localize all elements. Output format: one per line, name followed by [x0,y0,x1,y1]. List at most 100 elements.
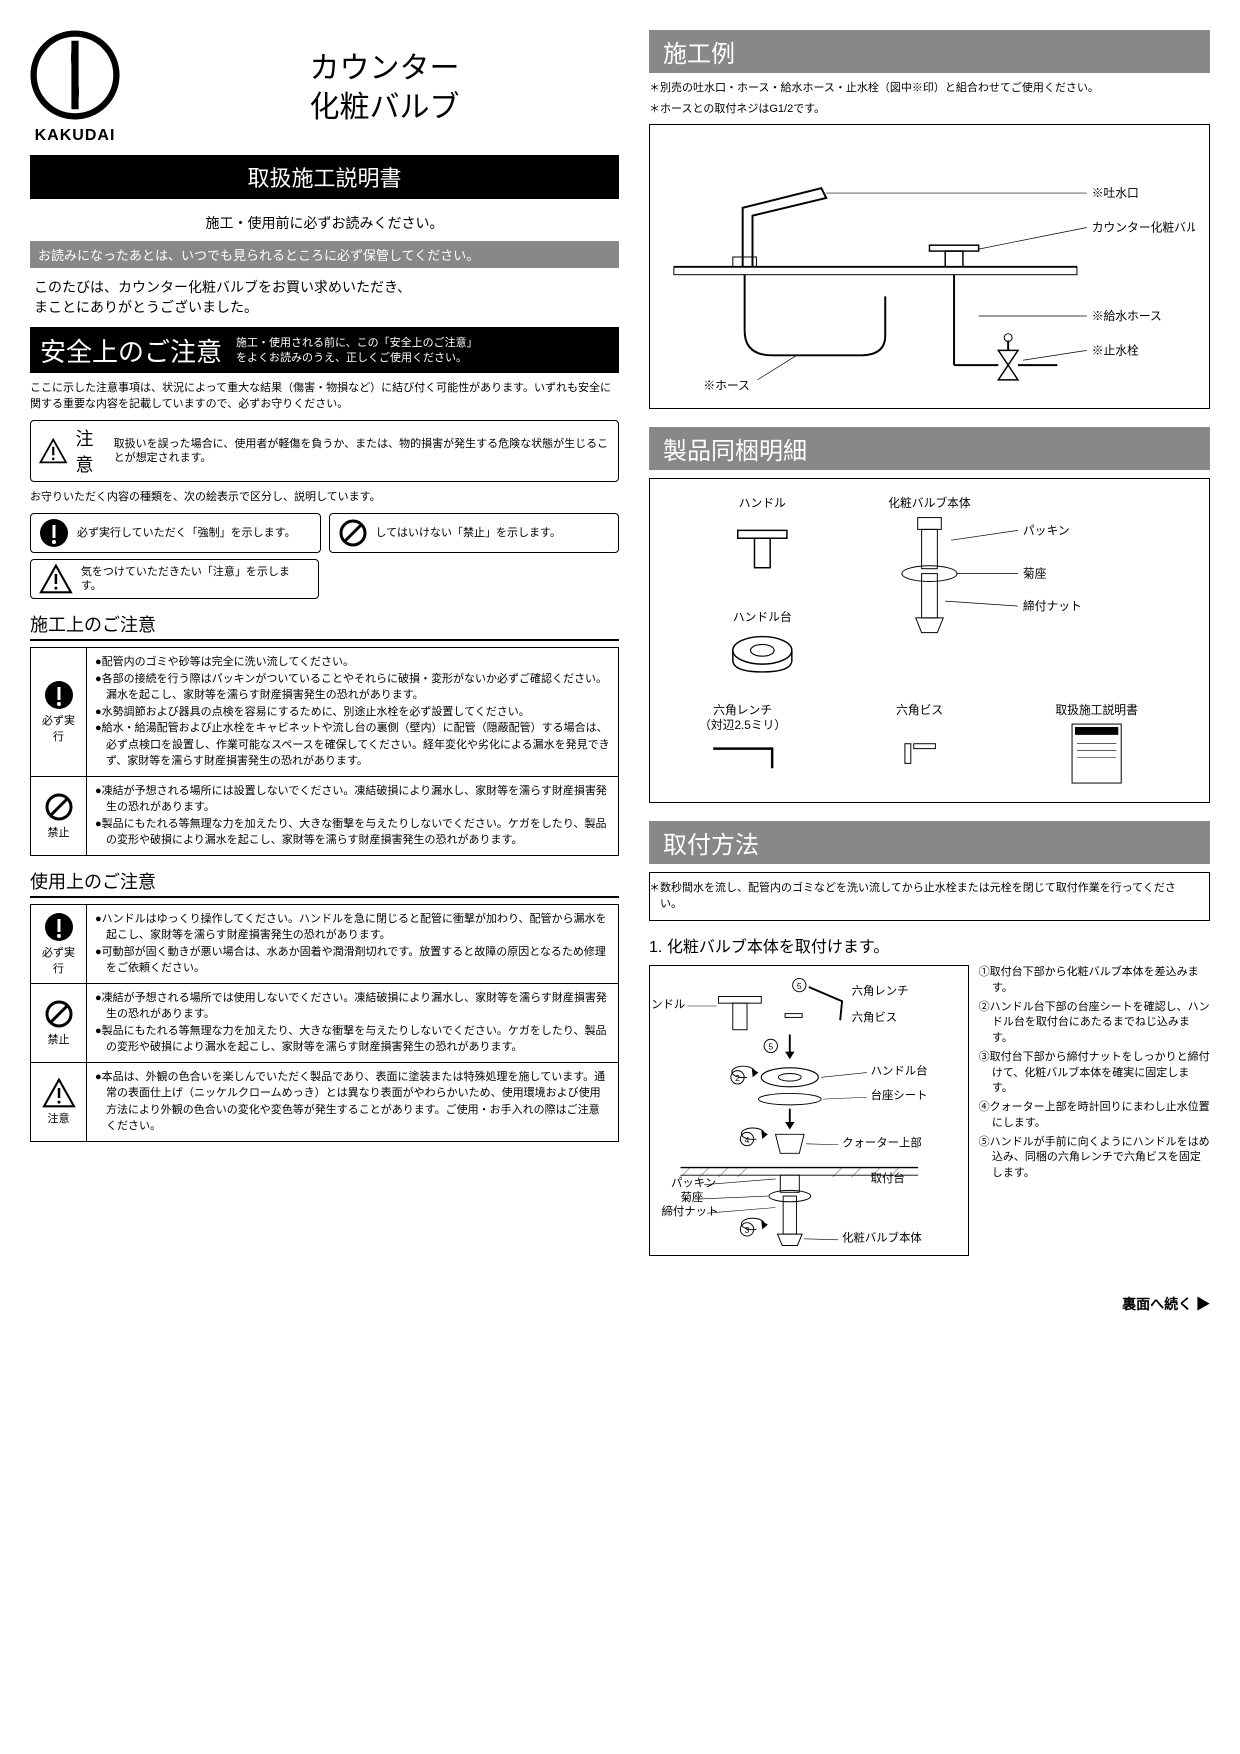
construction-notice-heading: 施工上のご注意 [30,611,619,641]
list-item: 可動部が固く動きが悪い場合は、水あか固着や潤滑剤切れです。放置すると故障の原因と… [95,944,610,977]
pre-read-note: 施工・使用前に必ずお読みください。 [30,213,619,233]
attention-cell: 注意 [31,1062,87,1141]
step1-title: 1. 化粧バルブ本体を取付けます。 [649,933,1210,957]
thanks-message: このたびは、カウンター化粧バルブをお買い求めいただき、 まことにありがとうござい… [30,268,619,328]
svg-text:3: 3 [745,1225,750,1235]
must-do-text: 必ず実行していただく「強制」を示します。 [77,526,296,540]
example-note1: ＊別売の吐水口・ホース・給水ホース・止水栓（図中※印）と組合わせてご使用ください… [649,81,1210,96]
must-do-cell-label: 必ず実行 [39,944,78,976]
installation-example-diagram: ※吐水口 カウンター化粧バルブ ※給水ホース ※止水栓 ※ホース [649,124,1210,410]
prohibit-cell: 禁止 [31,776,87,855]
list-item: 本品は、外観の色合いを楽しんでいただく製品であり、表面に塗装または特殊処理を施し… [95,1069,610,1135]
must-do-cell: 必ず実行 [31,904,87,983]
must-do-cell: 必ず実行 [31,648,87,777]
caution-definition-box: 注意 取扱いを誤った場合に、使用者が軽傷を負うか、または、物的損害が発生する危険… [30,420,619,482]
header: KAKUDAI カウンター 化粧バルブ [30,30,619,145]
list-item: 各部の接続を行う際はパッキンがついていることやそれらに破損・変形がないか必ずご確… [95,671,610,704]
attention-triangle-icon [39,564,73,594]
prohibit-cell-label: 禁止 [48,1031,70,1047]
hex-wrench-label: 六角レンチ [713,705,772,718]
example-note2: ＊ホースとの取付ネジはG1/2です。 [649,102,1210,117]
storage-notice: お読みになったあとは、いつでも見られるところに必ず保管してください。 [30,241,619,268]
continue-back-note: 裏面へ続く [0,1286,1240,1334]
product-title: カウンター 化粧バルブ [150,49,619,127]
must-do-icon [39,518,69,548]
step-item: ③取付台下部から締付ナットをしっかりと締付けて、化粧バルブ本体を確実に固定します… [979,1050,1210,1096]
attention-legend: 気をつけていただきたい「注意」を示します。 [30,559,319,599]
prohibit-text: してはいけない「禁止」を示します。 [376,526,561,540]
safety-note-l2: をよくお読みのうえ、正しくご使用ください。 [236,351,478,365]
list-item: 凍結が予想される場所では使用しないでください。凍結破損により漏水し、家財等を濡ら… [95,990,610,1023]
must-do-icon [44,680,74,710]
safety-note-l1: 施工・使用される前に、この「安全上のご注意」 [236,336,478,350]
step-item: ②ハンドル台下部の台座シートを確認し、ハンドル台を取付台にあたるまでねじ込みます… [979,1000,1210,1046]
parts-section-title: 製品同梱明細 [649,427,1210,470]
kakudai-logo-icon [30,30,120,120]
washer-label: 菊座 [1023,567,1047,581]
list-item: 水勢調節および器具の点検を容易にするために、別途止水栓を必ず設置してください。 [95,704,610,721]
fig-washer: 菊座 [681,1190,704,1204]
example-svg: ※吐水口 カウンター化粧バルブ ※給水ホース ※止水栓 ※ホース [664,139,1195,395]
svg-text:5: 5 [768,1042,773,1052]
usage-prohibit-list: 凍結が予想される場所では使用しないでください。凍結破損により漏水し、家財等を濡ら… [95,990,610,1056]
safety-intro-text: ここに示した注意事項は、状況によって重大な結果（傷害・物損など）に結び付く可能性… [30,381,619,412]
parts-svg: ハンドル 化粧バルブ本体 パッキン 菊座 締付ナット ハンドル台 [664,493,1195,788]
handle-label: ハンドル [739,497,786,510]
must-do-icon [44,912,74,942]
step1-instructions: ①取付台下部から化粧バルブ本体を差込みます。 ②ハンドル台下部の台座シートを確認… [979,965,1210,1256]
brand-name: KAKUDAI [30,127,120,145]
hex-wrench-size: （対辺2.5ミリ） [699,718,786,732]
thanks-line2: まことにありがとうございました。 [34,298,615,318]
valve-body-label: 化粧バルブ本体 [888,496,971,510]
handle-base-label: ハンドル台 [733,610,792,624]
attention-text: 気をつけていただきたい「注意」を示します。 [81,565,310,594]
stop-valve-label: ※止水栓 [1092,343,1139,357]
safety-title-note: 施工・使用される前に、この「安全上のご注意」 をよくお読みのうえ、正しくご使用く… [236,336,478,365]
list-item: 製品にもたれる等無理な力を加えたり、大きな衝撃を与えたりしないでください。ケガを… [95,816,610,849]
attention-cell-label: 注意 [48,1110,70,1126]
parts-diagram: ハンドル 化粧バルブ本体 パッキン 菊座 締付ナット ハンドル台 [649,478,1210,803]
prohibit-cell-label: 禁止 [48,824,70,840]
step1-figure: ハンドル 六角レンチ 六角ビス 5 5 ハンドル台 [649,965,969,1256]
fig-hex-wrench: 六角レンチ [852,985,909,998]
must-do-legend: 必ず実行していただく「強制」を示します。 [30,513,321,553]
hex-screw-label: 六角ビス [896,705,943,718]
thanks-line1: このたびは、カウンター化粧バルブをお買い求めいただき、 [34,278,615,298]
install-pre-note-text: ＊数秒間水を流し、配管内のゴミなどを洗い流してから止水栓または元栓を閉じて取付作… [649,881,1188,912]
fig-seat: 台座シート [871,1088,928,1102]
supply-hose-label: ※給水ホース [1092,309,1162,323]
construction-must-list: 配管内のゴミや砂等は完全に洗い流してください。 各部の接続を行う際はパッキンがつ… [95,654,610,770]
caution-desc: 取扱いを誤った場合に、使用者が軽傷を負うか、または、物的損害が発生する危険な状態… [114,437,610,466]
construction-warning-table: 必ず実行 配管内のゴミや砂等は完全に洗い流してください。 各部の接続を行う際はパ… [30,647,619,856]
prohibit-icon [44,792,74,822]
product-title-line2: 化粧バルブ [150,88,619,127]
attention-triangle-icon [42,1078,76,1108]
fig-quarter: クォーター上部 [842,1136,922,1150]
step-item: ④クォーター上部を時計回りにまわし止水位置にします。 [979,1100,1210,1131]
safety-title-text: 安全上のご注意 [40,332,222,369]
fig-handle-base: ハンドル台 [871,1064,928,1078]
product-title-line1: カウンター [150,49,619,88]
prohibit-legend: してはいけない「禁止」を示します。 [329,513,620,553]
safety-heading: 安全上のご注意 施工・使用される前に、この「安全上のご注意」 をよくお読みのうえ… [30,328,619,373]
manual-label: 取扱施工説明書 [1055,704,1138,718]
caution-label: 注意 [75,425,105,477]
list-item: 製品にもたれる等無理な力を加えたり、大きな衝撃を与えたりしないでください。ケガを… [95,1023,610,1056]
step-item: ⑤ハンドルが手前に向くようにハンドルをはめ込み、同梱の六角レンチで六角ビスを固定… [979,1135,1210,1181]
construction-prohibit-list: 凍結が予想される場所には設置しないでください。凍結破損により漏水し、家財等を濡ら… [95,783,610,849]
usage-must-list: ハンドルはゆっくり操作してください。ハンドルを急に閉じると配管に衝撃が加わり、配… [95,911,610,977]
list-item: 配管内のゴミや砂等は完全に洗い流してください。 [95,654,610,671]
step-item: ①取付台下部から化粧バルブ本体を差込みます。 [979,965,1210,996]
install-section-title: 取付方法 [649,821,1210,864]
spout-label: ※吐水口 [1092,187,1139,200]
prohibit-cell: 禁止 [31,983,87,1062]
prohibit-icon [338,518,368,548]
fig-hex-screw: 六角ビス [852,1011,898,1024]
svg-text:4: 4 [745,1135,750,1145]
manual-title-bar: 取扱施工説明書 [30,155,619,199]
fig-handle: ハンドル [652,999,685,1011]
svg-text:2: 2 [735,1073,740,1083]
list-item: 給水・給湯配管および止水栓をキャビネットや流し台の裏側（壁内）に配管（隠蔽配管）… [95,720,610,770]
list-item: ハンドルはゆっくり操作してください。ハンドルを急に閉じると配管に衝撃が加わり、配… [95,911,610,944]
svg-text:5: 5 [797,981,802,991]
